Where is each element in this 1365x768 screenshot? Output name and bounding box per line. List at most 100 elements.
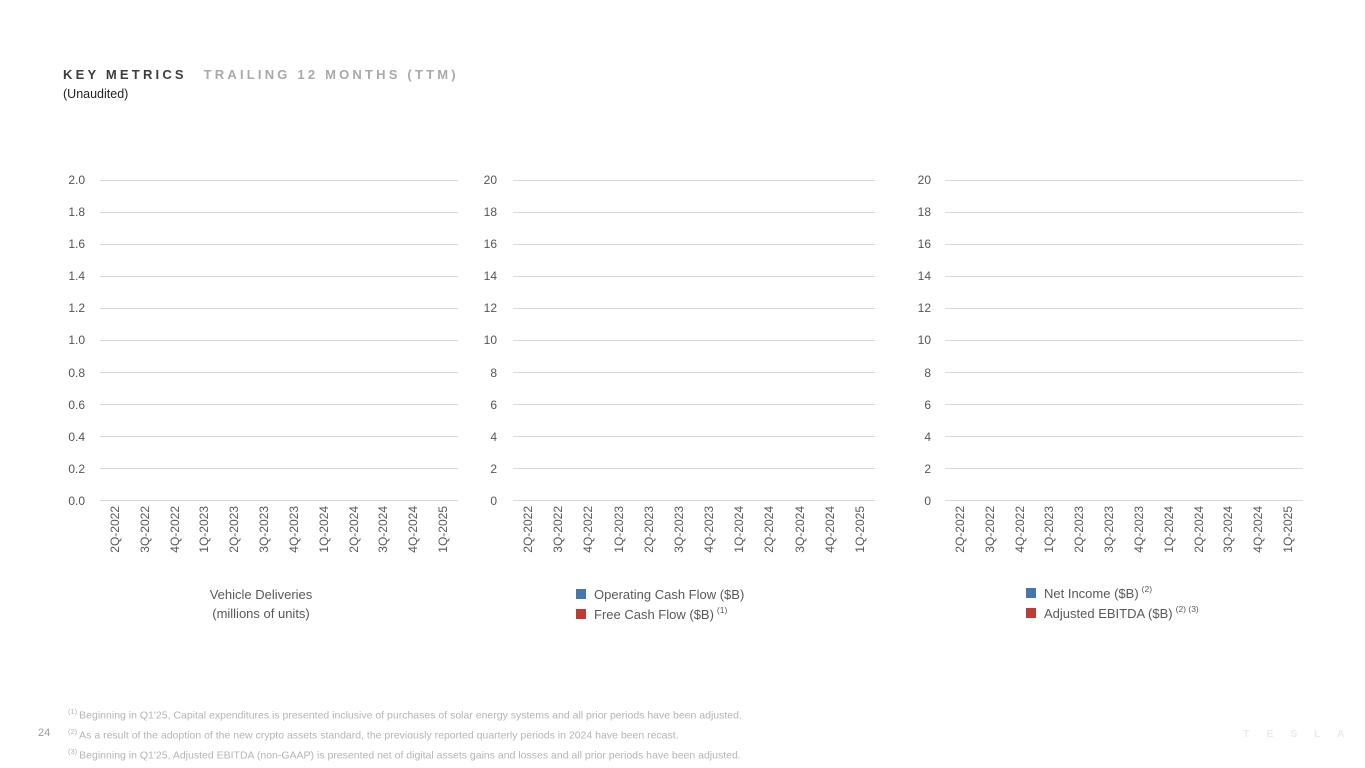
x-tick-label: 3Q-2023 — [257, 506, 272, 553]
x-tick: 3Q-2024 — [1213, 506, 1243, 576]
gridline — [100, 468, 458, 469]
legend-swatch-icon — [576, 589, 586, 599]
x-tick: 4Q-2023 — [694, 506, 724, 576]
x-tick: 2Q-2024 — [1184, 506, 1214, 576]
x-tick: 3Q-2024 — [785, 506, 815, 576]
x-tick: 4Q-2023 — [1124, 506, 1154, 576]
y-tick-label: 2.0 — [68, 173, 85, 187]
x-tick-label: 4Q-2022 — [167, 506, 182, 553]
gridline — [945, 468, 1303, 469]
legend-swatch-icon — [1026, 588, 1036, 598]
y-tick-label: 18 — [917, 205, 931, 220]
y-axis-ticks: 20 18 16 14 12 10 8 6 4 2 0 — [881, 174, 931, 508]
gridline — [513, 276, 875, 277]
y-tick-label: 1.6 — [68, 237, 85, 252]
y-tick-label: 8 — [490, 365, 497, 380]
x-tick: 1Q-2024 — [309, 506, 339, 576]
y-tick-label: 12 — [917, 301, 931, 316]
x-tick-label: 2Q-2022 — [952, 506, 967, 553]
gridline — [945, 276, 1303, 277]
caption-line-2: (millions of units) — [212, 606, 310, 621]
gridline — [513, 244, 875, 245]
caption-line-1: Vehicle Deliveries — [209, 587, 313, 602]
gridline — [100, 436, 458, 437]
x-tick: 4Q-2024 — [398, 506, 428, 576]
gridline — [945, 500, 1303, 501]
x-tick: 1Q-2025 — [845, 506, 875, 576]
footnotes: (1) Beginning in Q1'25, Capital expenditu… — [68, 704, 742, 764]
x-tick: 2Q-2023 — [219, 506, 249, 576]
title-secondary: TRAILING 12 MONTHS (TTM) — [203, 67, 459, 82]
x-tick-label: 3Q-2022 — [982, 506, 997, 553]
x-tick: 3Q-2023 — [249, 506, 279, 576]
gridlines — [100, 180, 458, 501]
x-tick: 4Q-2022 — [573, 506, 603, 576]
chart-legend: Net Income ($B) (2) Adjusted EBITDA ($B)… — [1026, 583, 1199, 623]
y-tick-label: 2 — [490, 461, 497, 476]
legend-row: Adjusted EBITDA ($B) (2) (3) — [1026, 603, 1199, 623]
y-tick-label: 0.2 — [68, 461, 85, 476]
y-tick-label: 4 — [924, 429, 931, 444]
footnote-marker: (1) — [68, 707, 78, 716]
x-tick-label: 3Q-2023 — [1102, 506, 1117, 553]
x-tick: 3Q-2022 — [543, 506, 573, 576]
gridline — [100, 276, 458, 277]
y-tick-label: 8 — [924, 365, 931, 380]
legend-label: Operating Cash Flow ($B) — [594, 586, 745, 602]
gridline — [945, 180, 1303, 181]
x-tick-label: 1Q-2025 — [436, 506, 451, 553]
gridline — [945, 372, 1303, 373]
x-tick: 1Q-2024 — [1154, 506, 1184, 576]
x-tick: 3Q-2024 — [368, 506, 398, 576]
gridline — [100, 500, 458, 501]
x-tick: 4Q-2024 — [1243, 506, 1273, 576]
x-tick: 4Q-2022 — [160, 506, 190, 576]
x-tick-label: 3Q-2023 — [671, 506, 686, 553]
y-axis-ticks: 20 18 16 14 12 10 8 6 4 2 0 — [447, 174, 497, 508]
x-axis-ticks: 2Q-2022 3Q-2022 4Q-2022 1Q-2023 2Q-2023 3Q-20… — [513, 506, 875, 576]
x-tick-label: 1Q-2024 — [316, 506, 331, 553]
x-tick-label: 1Q-2023 — [197, 506, 212, 553]
legend-label: Free Cash Flow ($B) — [594, 606, 714, 622]
gridline — [100, 244, 458, 245]
gridline — [100, 372, 458, 373]
x-tick: 1Q-2023 — [604, 506, 634, 576]
gridline — [945, 340, 1303, 341]
x-tick: 1Q-2024 — [724, 506, 754, 576]
x-tick: 2Q-2022 — [513, 506, 543, 576]
y-tick-label: 14 — [917, 269, 931, 284]
legend-label: Adjusted EBITDA ($B) — [1044, 605, 1173, 621]
legend-label: Net Income ($B) — [1044, 585, 1139, 601]
y-tick-label: 1.0 — [68, 333, 85, 348]
y-tick-label: 1.8 — [68, 205, 85, 220]
legend-row: Free Cash Flow ($B) (1) — [576, 604, 747, 624]
footnote-text: Beginning in Q1'25, Adjusted EBITDA (non… — [79, 749, 741, 762]
y-tick-label: 14 — [483, 269, 497, 284]
x-tick-label: 1Q-2023 — [611, 506, 626, 553]
chart-caption: Vehicle Deliveries (millions of units) — [151, 585, 371, 623]
footnote-text: As a result of the adoption of the new c… — [79, 729, 679, 742]
x-tick-label: 4Q-2024 — [406, 506, 421, 553]
gridline — [945, 212, 1303, 213]
footnote-line: (3) Beginning in Q1'25, Adjusted EBITDA (… — [68, 744, 742, 764]
x-tick-label: 1Q-2025 — [1281, 506, 1296, 553]
gridline — [100, 340, 458, 341]
x-tick-label: 2Q-2023 — [641, 506, 656, 553]
gridline — [100, 212, 458, 213]
y-tick-label: 0.0 — [68, 493, 85, 508]
gridline — [513, 180, 875, 181]
x-tick: 1Q-2025 — [428, 506, 458, 576]
y-tick-label: 16 — [917, 237, 931, 252]
gridlines — [945, 180, 1303, 501]
y-tick-label: 1.2 — [68, 301, 85, 316]
x-tick: 2Q-2022 — [100, 506, 130, 576]
x-tick: 3Q-2022 — [130, 506, 160, 576]
x-tick-label: 3Q-2024 — [376, 506, 391, 553]
title-primary: KEY METRICS — [63, 67, 187, 82]
footnote-marker: (3) — [68, 747, 78, 756]
y-tick-label: 20 — [483, 173, 497, 187]
y-tick-label: 18 — [483, 205, 497, 220]
x-tick: 2Q-2024 — [754, 506, 784, 576]
x-tick-label: 1Q-2024 — [732, 506, 747, 553]
y-tick-label: 0.8 — [68, 365, 85, 380]
